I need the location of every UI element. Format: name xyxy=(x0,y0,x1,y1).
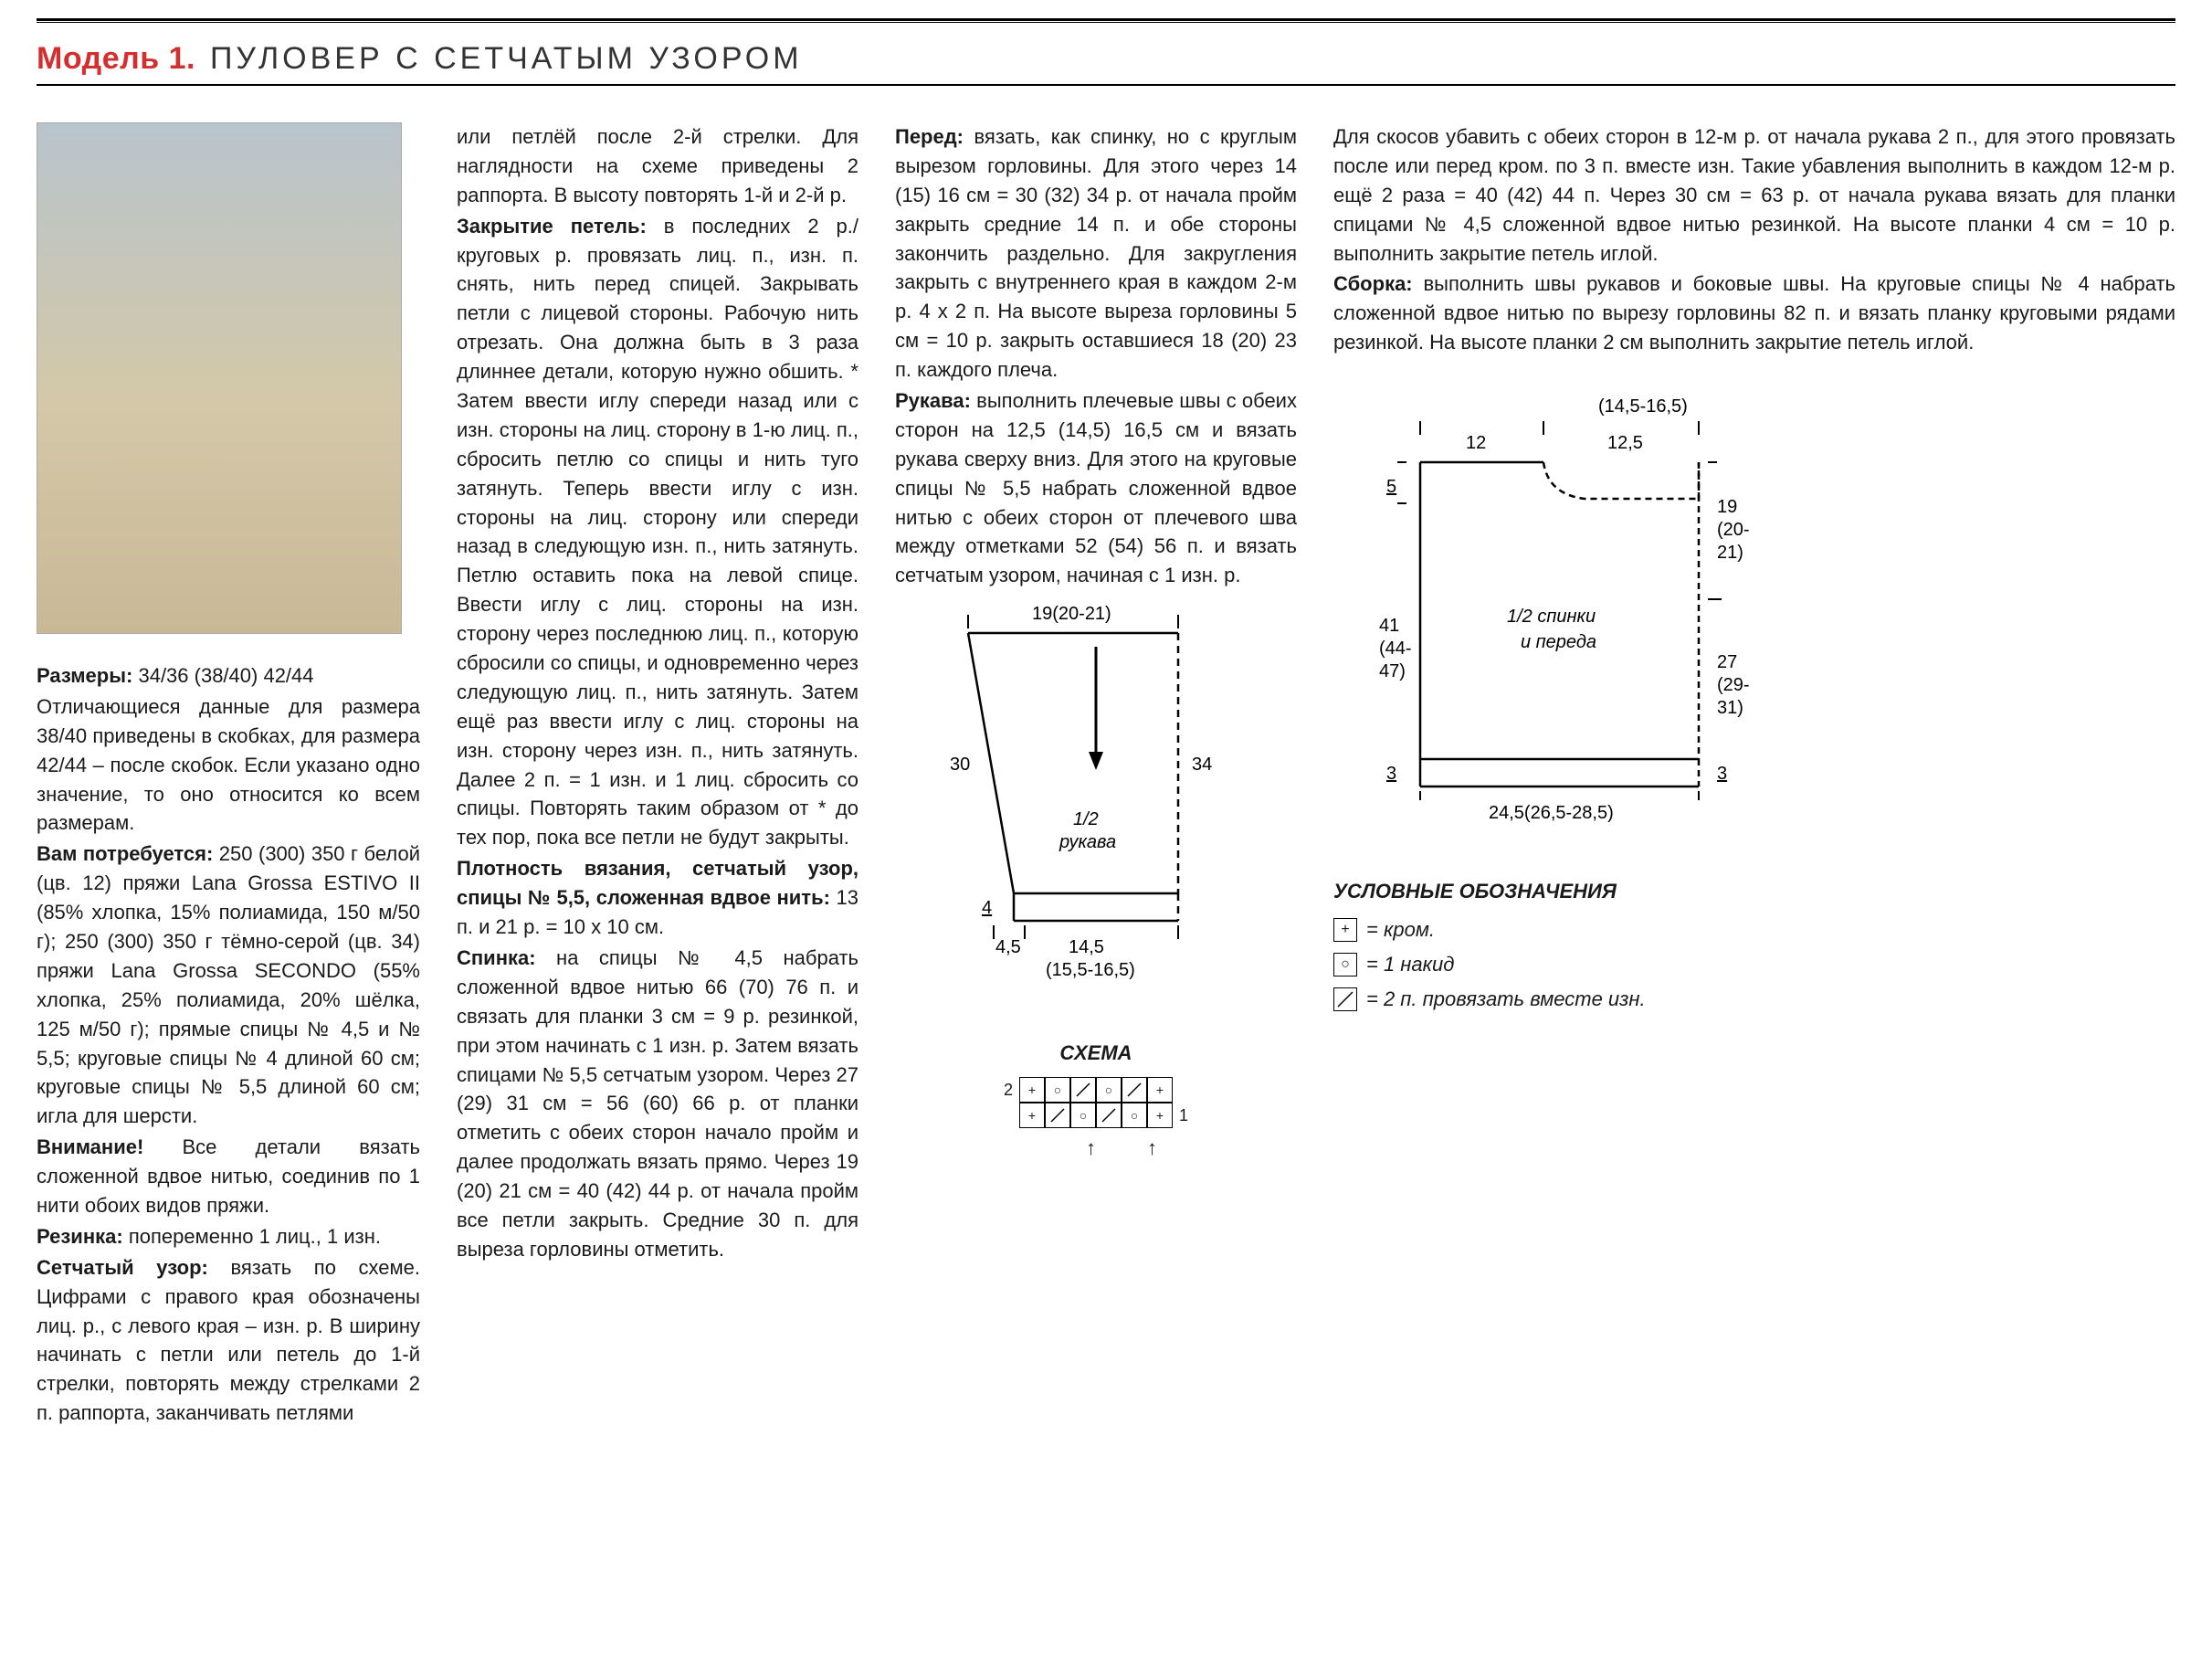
model-name: ПУЛОВЕР С СЕТЧАТЫМ УЗОРОМ xyxy=(210,41,803,77)
sleeves-text: выполнить плечевые швы с обеих сторон на… xyxy=(895,389,1297,586)
svg-text:27: 27 xyxy=(1717,652,1737,672)
svg-text:3: 3 xyxy=(1386,764,1396,784)
svg-text:4,5: 4,5 xyxy=(995,937,1021,957)
mesh-label: Сетчатый узор: xyxy=(37,1256,208,1279)
schema-cell xyxy=(1096,1103,1122,1128)
schema-arrows: ↑↑ xyxy=(1086,1134,1157,1163)
svg-text:12,5: 12,5 xyxy=(1607,433,1643,453)
close-text: в последних 2 р./круговых р. провязать л… xyxy=(457,215,858,850)
svg-text:рукава: рукава xyxy=(1059,832,1116,852)
schema-cell: + xyxy=(1147,1103,1173,1128)
sizes-label: Размеры: xyxy=(37,664,132,687)
svg-text:30: 30 xyxy=(950,755,970,775)
legend-p2tog: = 2 п. провязать вместе изн. xyxy=(1333,985,2175,1014)
col2-p1: или петлёй после 2-й стрелки. Для нагляд… xyxy=(457,122,858,210)
sizes-note: Отличающиеся данные для размера 38/40 пр… xyxy=(37,692,420,838)
back-text: на спицы № 4,5 набрать сложенной вдвое н… xyxy=(457,946,858,1261)
svg-text:1/2 спинки: 1/2 спинки xyxy=(1507,607,1596,627)
svg-text:47): 47) xyxy=(1379,661,1406,681)
schema-cell xyxy=(1045,1103,1070,1128)
attention-label: Внимание! xyxy=(37,1135,143,1158)
column-4: Для скосов убавить с обеих сторон в 12-м… xyxy=(1333,122,2175,1430)
top-rule xyxy=(37,18,2175,23)
svg-text:14,5: 14,5 xyxy=(1069,937,1104,957)
schema-cell: ○ xyxy=(1070,1103,1096,1128)
assembly-label: Сборка: xyxy=(1333,272,1413,295)
schema-cell: + xyxy=(1019,1077,1045,1103)
sleeve-diagram: 19(20-21) 30 34 1/2 рукава 4 4,5 xyxy=(895,592,1297,1002)
svg-text:и переда: и переда xyxy=(1521,632,1596,652)
schema-title: СХЕМА xyxy=(895,1039,1297,1068)
mesh-text: вязать по схеме. Цифрами с правого края … xyxy=(37,1256,420,1424)
schema-cell xyxy=(1122,1077,1147,1103)
schema-cell: ○ xyxy=(1096,1077,1122,1103)
krom-symbol: + xyxy=(1333,918,1357,942)
svg-text:12: 12 xyxy=(1466,433,1486,453)
materials-label: Вам потребуется: xyxy=(37,842,213,865)
rib-label: Резинка: xyxy=(37,1225,123,1248)
schema-grid: 2 + ○ ○ + + ○ ○ + 1 ↑↑ xyxy=(895,1077,1297,1163)
schema-cell: + xyxy=(1019,1103,1045,1128)
sleeves-label: Рукава: xyxy=(895,389,971,412)
svg-text:21): 21) xyxy=(1717,543,1743,563)
svg-text:(29-: (29- xyxy=(1717,675,1750,695)
svg-text:4: 4 xyxy=(982,898,992,918)
svg-text:1/2: 1/2 xyxy=(1073,809,1099,829)
svg-text:(15,5-16,5): (15,5-16,5) xyxy=(1046,960,1135,980)
svg-text:19: 19 xyxy=(1717,497,1737,517)
legend-title: УСЛОВНЫЕ ОБОЗНАЧЕНИЯ xyxy=(1333,877,2175,906)
svg-text:(20-: (20- xyxy=(1717,520,1750,540)
title-bar: Модель 1. ПУЛОВЕР С СЕТЧАТЫМ УЗОРОМ xyxy=(37,41,2175,86)
col4-p1: Для скосов убавить с обеих сторон в 12-м… xyxy=(1333,122,2175,268)
svg-text:19(20-21): 19(20-21) xyxy=(1032,604,1111,624)
column-2: или петлёй после 2-й стрелки. Для нагляд… xyxy=(457,122,858,1430)
svg-text:5: 5 xyxy=(1386,477,1396,497)
model-number: Модель 1. xyxy=(37,41,195,77)
rib-text: попеременно 1 лиц., 1 изн. xyxy=(129,1225,381,1248)
legend-yo: ○ = 1 накид xyxy=(1333,950,2175,979)
p2tog-symbol xyxy=(1333,987,1357,1011)
assembly-text: выполнить швы рукавов и боковые швы. На … xyxy=(1333,272,2175,354)
svg-text:34: 34 xyxy=(1192,755,1212,775)
front-label: Перед: xyxy=(895,125,964,148)
svg-text:31): 31) xyxy=(1717,698,1743,718)
close-label: Закрытие петель: xyxy=(457,215,647,238)
schema-cell xyxy=(1070,1077,1096,1103)
model-photo xyxy=(37,122,402,634)
front-text: вязать, как спинку, но с круглым вырезом… xyxy=(895,125,1297,381)
schema-cell: + xyxy=(1147,1077,1173,1103)
column-3: Перед: вязать, как спинку, но с круглым … xyxy=(895,122,1297,1430)
legend-krom: + = кром. xyxy=(1333,915,2175,945)
gauge-label: Плотность вязания, сетчатый узор, спицы … xyxy=(457,857,858,909)
yo-symbol: ○ xyxy=(1333,953,1357,977)
svg-text:3: 3 xyxy=(1717,764,1727,784)
body-diagram: (14,5-16,5) 12 12,5 5 19 xyxy=(1333,394,2175,840)
sizes-value: 34/36 (38/40) 42/44 xyxy=(138,664,313,687)
content-columns: Размеры: 34/36 (38/40) 42/44 Отличающиес… xyxy=(37,122,2175,1430)
back-label: Спинка: xyxy=(457,946,536,969)
column-1: Размеры: 34/36 (38/40) 42/44 Отличающиес… xyxy=(37,122,420,1430)
svg-text:(44-: (44- xyxy=(1379,639,1412,659)
svg-text:24,5(26,5-28,5): 24,5(26,5-28,5) xyxy=(1489,803,1614,823)
svg-text:(14,5-16,5): (14,5-16,5) xyxy=(1598,396,1688,417)
schema-cell: ○ xyxy=(1045,1077,1070,1103)
materials-text: 250 (300) 350 г белой (цв. 12) пряжи Lan… xyxy=(37,842,420,1127)
svg-text:41: 41 xyxy=(1379,616,1399,636)
schema-cell: ○ xyxy=(1122,1103,1147,1128)
